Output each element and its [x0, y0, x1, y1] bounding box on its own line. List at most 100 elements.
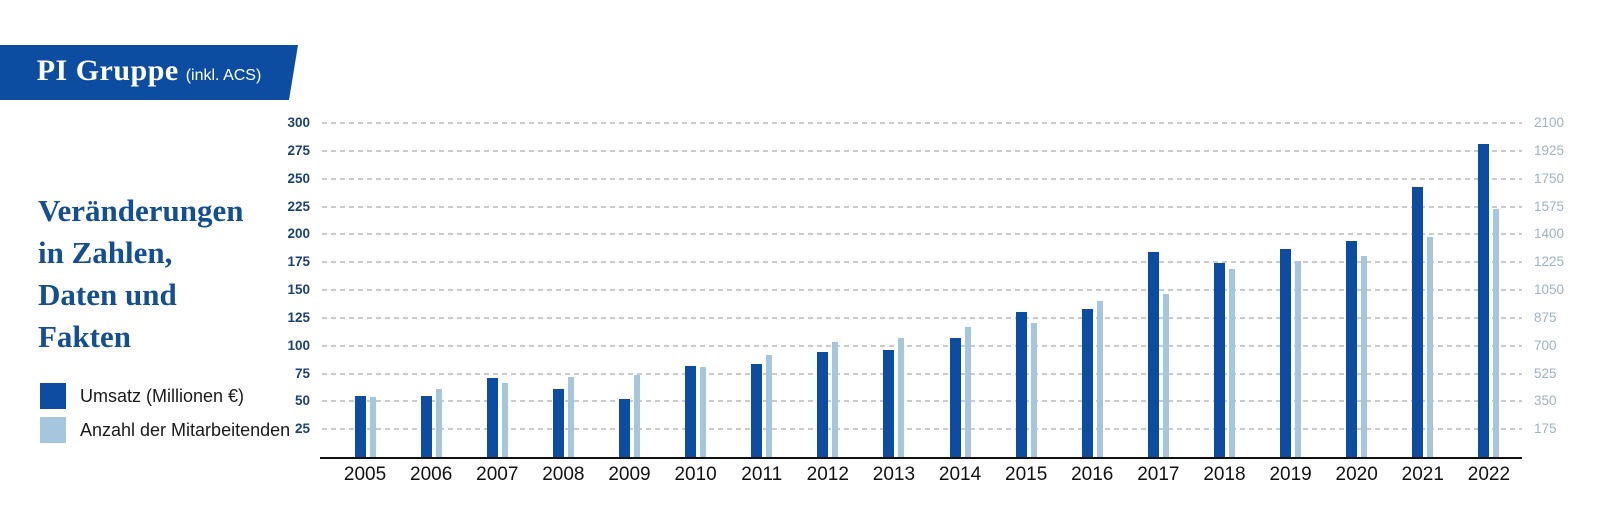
mitarbeitende-bar — [1493, 208, 1500, 457]
mitarbeitende-bar — [1096, 301, 1103, 457]
gridline — [322, 344, 1522, 347]
mitarbeitende-bar — [1228, 269, 1235, 457]
x-axis-label: 2014 — [938, 464, 982, 485]
right-axis-tick: 1225 — [1534, 254, 1565, 270]
gridline — [322, 400, 1522, 403]
x-axis-label: 2020 — [1335, 464, 1378, 485]
left-axis-tick: 150 — [287, 282, 310, 297]
left-axis-tick: 50 — [294, 393, 310, 409]
brand-banner: PI Gruppe (inkl. ACS) — [0, 45, 298, 100]
year-column: 2009 — [596, 123, 662, 485]
x-axis-label: 2019 — [1269, 464, 1312, 485]
x-axis-label: 2018 — [1203, 464, 1246, 485]
umsatz-bar — [1412, 186, 1424, 457]
year-column: 2008 — [530, 123, 596, 485]
year-column: 2013 — [861, 123, 927, 485]
mitarbeitende-bar — [1361, 255, 1368, 457]
year-column: 2016 — [1059, 123, 1125, 485]
gridline — [322, 372, 1522, 375]
mitarbeitende-bar — [700, 367, 707, 457]
year-column: 2017 — [1125, 123, 1191, 485]
mitarbeitende-bar — [501, 383, 508, 457]
mitarbeitende-bar — [898, 337, 905, 457]
mitarbeitende-bar — [1162, 294, 1169, 457]
mitarbeitende-bar — [1295, 261, 1302, 457]
x-axis-label: 2008 — [542, 464, 585, 485]
x-axis-label: 2022 — [1467, 464, 1511, 485]
year-column: 2022 — [1456, 123, 1522, 485]
umsatz-bar — [949, 337, 961, 457]
gridline — [322, 177, 1522, 180]
x-axis-line — [320, 457, 1522, 459]
legend-swatch-mitarbeitende — [40, 417, 66, 443]
legend-item-mitarbeitende: Anzahl der Mitarbeitenden — [40, 417, 290, 443]
year-column: 2012 — [795, 123, 861, 485]
left-axis-tick: 250 — [287, 170, 310, 186]
umsatz-bar — [1015, 312, 1027, 457]
gridline — [322, 122, 1522, 124]
right-axis-tick: 525 — [1534, 365, 1557, 381]
x-axis-label: 2009 — [608, 464, 651, 485]
mitarbeitende-bar — [1030, 322, 1037, 457]
umsatz-bar — [1346, 241, 1358, 457]
mitarbeitende-bar — [633, 375, 640, 457]
left-axis-tick: 25 — [294, 421, 310, 437]
left-axis-tick: 100 — [287, 337, 310, 353]
bar-chart: 25 175 50 350 75 525 100 700 125 875 150 1050 175 122… — [287, 115, 1564, 485]
year-column: 2019 — [1258, 123, 1324, 485]
mitarbeitende-bar — [435, 389, 442, 457]
legend-label-umsatz: Umsatz (Millionen €) — [80, 385, 245, 406]
right-axis-tick: 1050 — [1534, 282, 1565, 297]
left-axis-tick: 275 — [287, 142, 310, 158]
umsatz-bar — [1147, 252, 1159, 457]
year-column: 2015 — [993, 123, 1059, 485]
gridline — [322, 428, 1522, 431]
gridline — [322, 205, 1522, 208]
x-axis-label: 2017 — [1137, 464, 1180, 485]
right-axis-tick: 2100 — [1534, 115, 1565, 130]
year-column: 2020 — [1324, 123, 1390, 485]
x-axis-label: 2006 — [410, 464, 453, 485]
right-axis-tick: 1925 — [1534, 142, 1565, 158]
right-axis-tick: 700 — [1534, 337, 1557, 353]
right-axis-tick: 175 — [1534, 421, 1557, 437]
left-axis-tick: 200 — [287, 226, 310, 242]
umsatz-bar — [552, 389, 564, 457]
right-axis-tick: 350 — [1534, 393, 1557, 409]
x-axis-label: 2005 — [343, 464, 387, 485]
x-axis-label: 2013 — [872, 464, 916, 485]
legend-label-mitarbeitende: Anzahl der Mitarbeitenden — [80, 419, 291, 440]
right-axis-tick: 1575 — [1534, 198, 1565, 214]
right-axis-tick: 1750 — [1534, 170, 1565, 186]
umsatz-bar — [420, 395, 432, 457]
umsatz-bar — [1213, 263, 1225, 457]
umsatz-bar — [354, 395, 366, 457]
left-axis-tick: 300 — [287, 115, 310, 130]
x-axis-label: 2015 — [1005, 464, 1048, 485]
gridline — [322, 149, 1522, 152]
year-column: 2021 — [1390, 123, 1456, 485]
legend-swatch-umsatz — [40, 383, 66, 409]
umsatz-bar — [618, 399, 630, 457]
gridline — [322, 316, 1522, 319]
x-axis-label: 2012 — [806, 464, 849, 485]
banner-title: PI Gruppe — [36, 54, 179, 87]
banner-subtitle: (inkl. ACS) — [185, 67, 262, 84]
x-axis-label: 2016 — [1071, 464, 1114, 485]
right-axis-tick: 1400 — [1534, 226, 1565, 242]
right-axis-tick: 875 — [1534, 309, 1557, 325]
mitarbeitende-bar — [766, 355, 773, 457]
umsatz-bar — [486, 378, 498, 457]
year-column: 2006 — [398, 123, 464, 485]
left-axis-tick: 225 — [287, 198, 310, 214]
umsatz-bar — [1280, 248, 1292, 457]
year-column: 2014 — [927, 123, 993, 485]
year-column: 2010 — [663, 123, 729, 485]
x-axis-label: 2011 — [741, 464, 783, 485]
umsatz-bar — [1478, 144, 1490, 457]
mitarbeitende-bar — [369, 396, 376, 457]
umsatz-bar — [1081, 308, 1093, 457]
left-axis-tick: 125 — [287, 309, 310, 325]
year-column: 2007 — [464, 123, 530, 485]
